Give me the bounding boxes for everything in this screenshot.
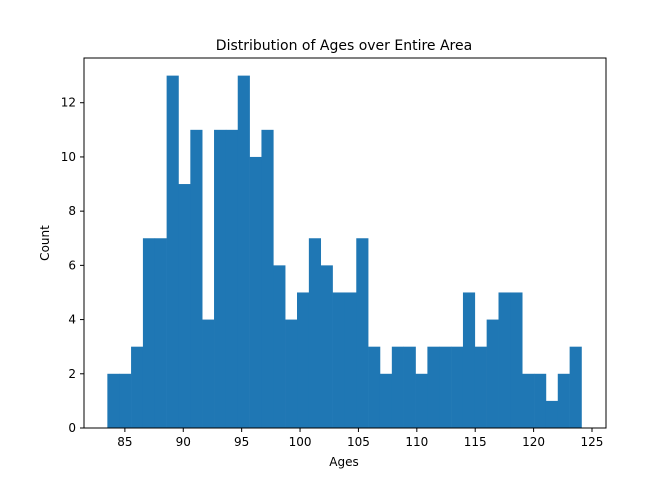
histogram-bar	[474, 346, 487, 428]
bars-group	[107, 75, 582, 429]
histogram-bar	[166, 75, 179, 428]
plot-frame	[83, 57, 607, 429]
histogram-bar	[522, 373, 535, 428]
y-axis-ticks: 0 2 4 6 8 10 12	[61, 96, 84, 435]
histogram-bar	[486, 319, 499, 428]
chart-title: Distribution of Ages over Entire Area	[216, 38, 472, 54]
histogram-bar	[391, 346, 404, 428]
x-tick-label: 110	[405, 435, 428, 449]
histogram-bar	[320, 265, 333, 428]
histogram-bar	[332, 292, 345, 428]
x-axis-label: Ages	[329, 455, 358, 469]
histogram-bar	[297, 292, 310, 428]
histogram-bar	[202, 319, 215, 428]
histogram-bar	[356, 238, 369, 428]
histogram-bar	[534, 373, 547, 428]
histogram-bar	[249, 156, 262, 428]
histogram-bar	[379, 373, 393, 428]
x-tick-label: 125	[581, 435, 604, 449]
histogram-bar	[498, 292, 511, 428]
histogram-bar	[545, 400, 559, 428]
x-tick-label: 120	[522, 435, 545, 449]
histogram-bar	[261, 129, 274, 429]
histogram-bar	[403, 346, 416, 428]
y-tick-label: 6	[68, 258, 76, 272]
y-tick-label: 0	[68, 421, 76, 435]
histogram-bar	[557, 373, 570, 428]
histogram-bar	[119, 373, 132, 428]
x-tick-label: 90	[176, 435, 191, 449]
y-tick-label: 2	[68, 367, 76, 381]
y-axis-label: Count	[38, 225, 52, 261]
histogram-bar	[462, 292, 476, 428]
histogram-bar	[178, 184, 191, 428]
histogram-bar	[451, 346, 464, 428]
x-tick-label: 85	[117, 435, 132, 449]
histogram-bar	[131, 346, 144, 428]
x-axis-ticks: 85 90 95 100 105 110 115 120 125	[117, 428, 603, 449]
histogram-bar	[368, 346, 381, 428]
histogram-bar	[273, 265, 286, 428]
histogram-bar	[214, 129, 227, 429]
histogram-bar	[308, 238, 322, 428]
histogram-bar	[154, 238, 167, 428]
histogram-bar	[344, 292, 357, 428]
y-tick-label: 4	[68, 313, 76, 327]
y-tick-label: 10	[61, 150, 76, 164]
histogram-bar	[510, 292, 523, 428]
x-tick-label: 100	[289, 435, 312, 449]
histogram-bar	[142, 238, 156, 428]
histogram-bar	[237, 75, 250, 428]
histogram-bar	[569, 346, 582, 428]
x-tick-label: 115	[464, 435, 487, 449]
x-tick-label: 95	[234, 435, 249, 449]
histogram-bar	[107, 373, 120, 428]
histogram-bar	[285, 319, 298, 428]
y-tick-label: 12	[61, 96, 76, 110]
x-tick-label: 105	[347, 435, 370, 449]
y-tick-label: 8	[68, 204, 76, 218]
histogram-bar	[225, 129, 239, 429]
histogram-bar	[439, 346, 452, 428]
histogram-bar	[427, 346, 440, 428]
histogram-bar	[190, 129, 203, 429]
histogram-bar	[415, 373, 428, 428]
